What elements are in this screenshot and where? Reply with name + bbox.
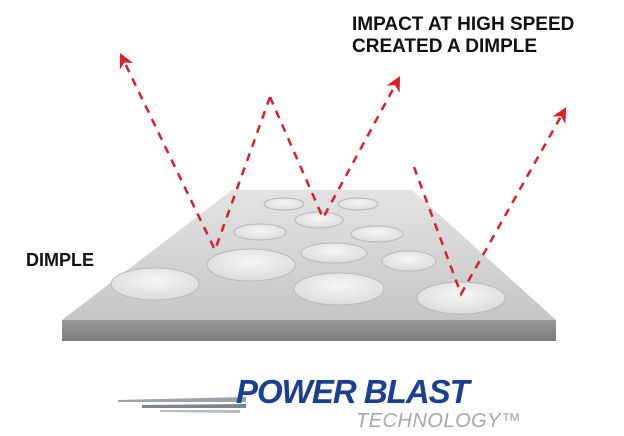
dimple [416,281,506,315]
plate-front-edge [62,320,556,341]
trajectory-left [119,52,272,254]
dimple [381,250,437,272]
speed-line [118,397,246,402]
logo-wordmark: POWER BLAST [236,373,470,410]
speed-line [142,404,246,408]
speed-line [160,410,240,413]
logo-tagline: TECHNOLOGY™ [356,410,522,432]
trajectory-right [412,107,567,297]
impact-heading-line2: CREATED A DIMPLE [352,36,538,57]
dimple [294,211,344,229]
dimple [350,225,404,243]
shot-trajectories [119,52,567,297]
dimple [300,242,368,264]
logo-speed-lines [118,397,246,413]
impact-heading: IMPACT AT HIGH SPEED CREATED A DIMPLE [352,14,622,58]
dimple [206,248,296,282]
dimples [110,197,506,315]
dimple [233,223,287,241]
dimple [337,197,379,211]
dimple [110,267,200,301]
dimple-label: DIMPLE [26,250,95,270]
dimple [263,197,305,211]
dimple [293,272,385,306]
impact-heading-line1: IMPACT AT HIGH SPEED [352,14,575,35]
